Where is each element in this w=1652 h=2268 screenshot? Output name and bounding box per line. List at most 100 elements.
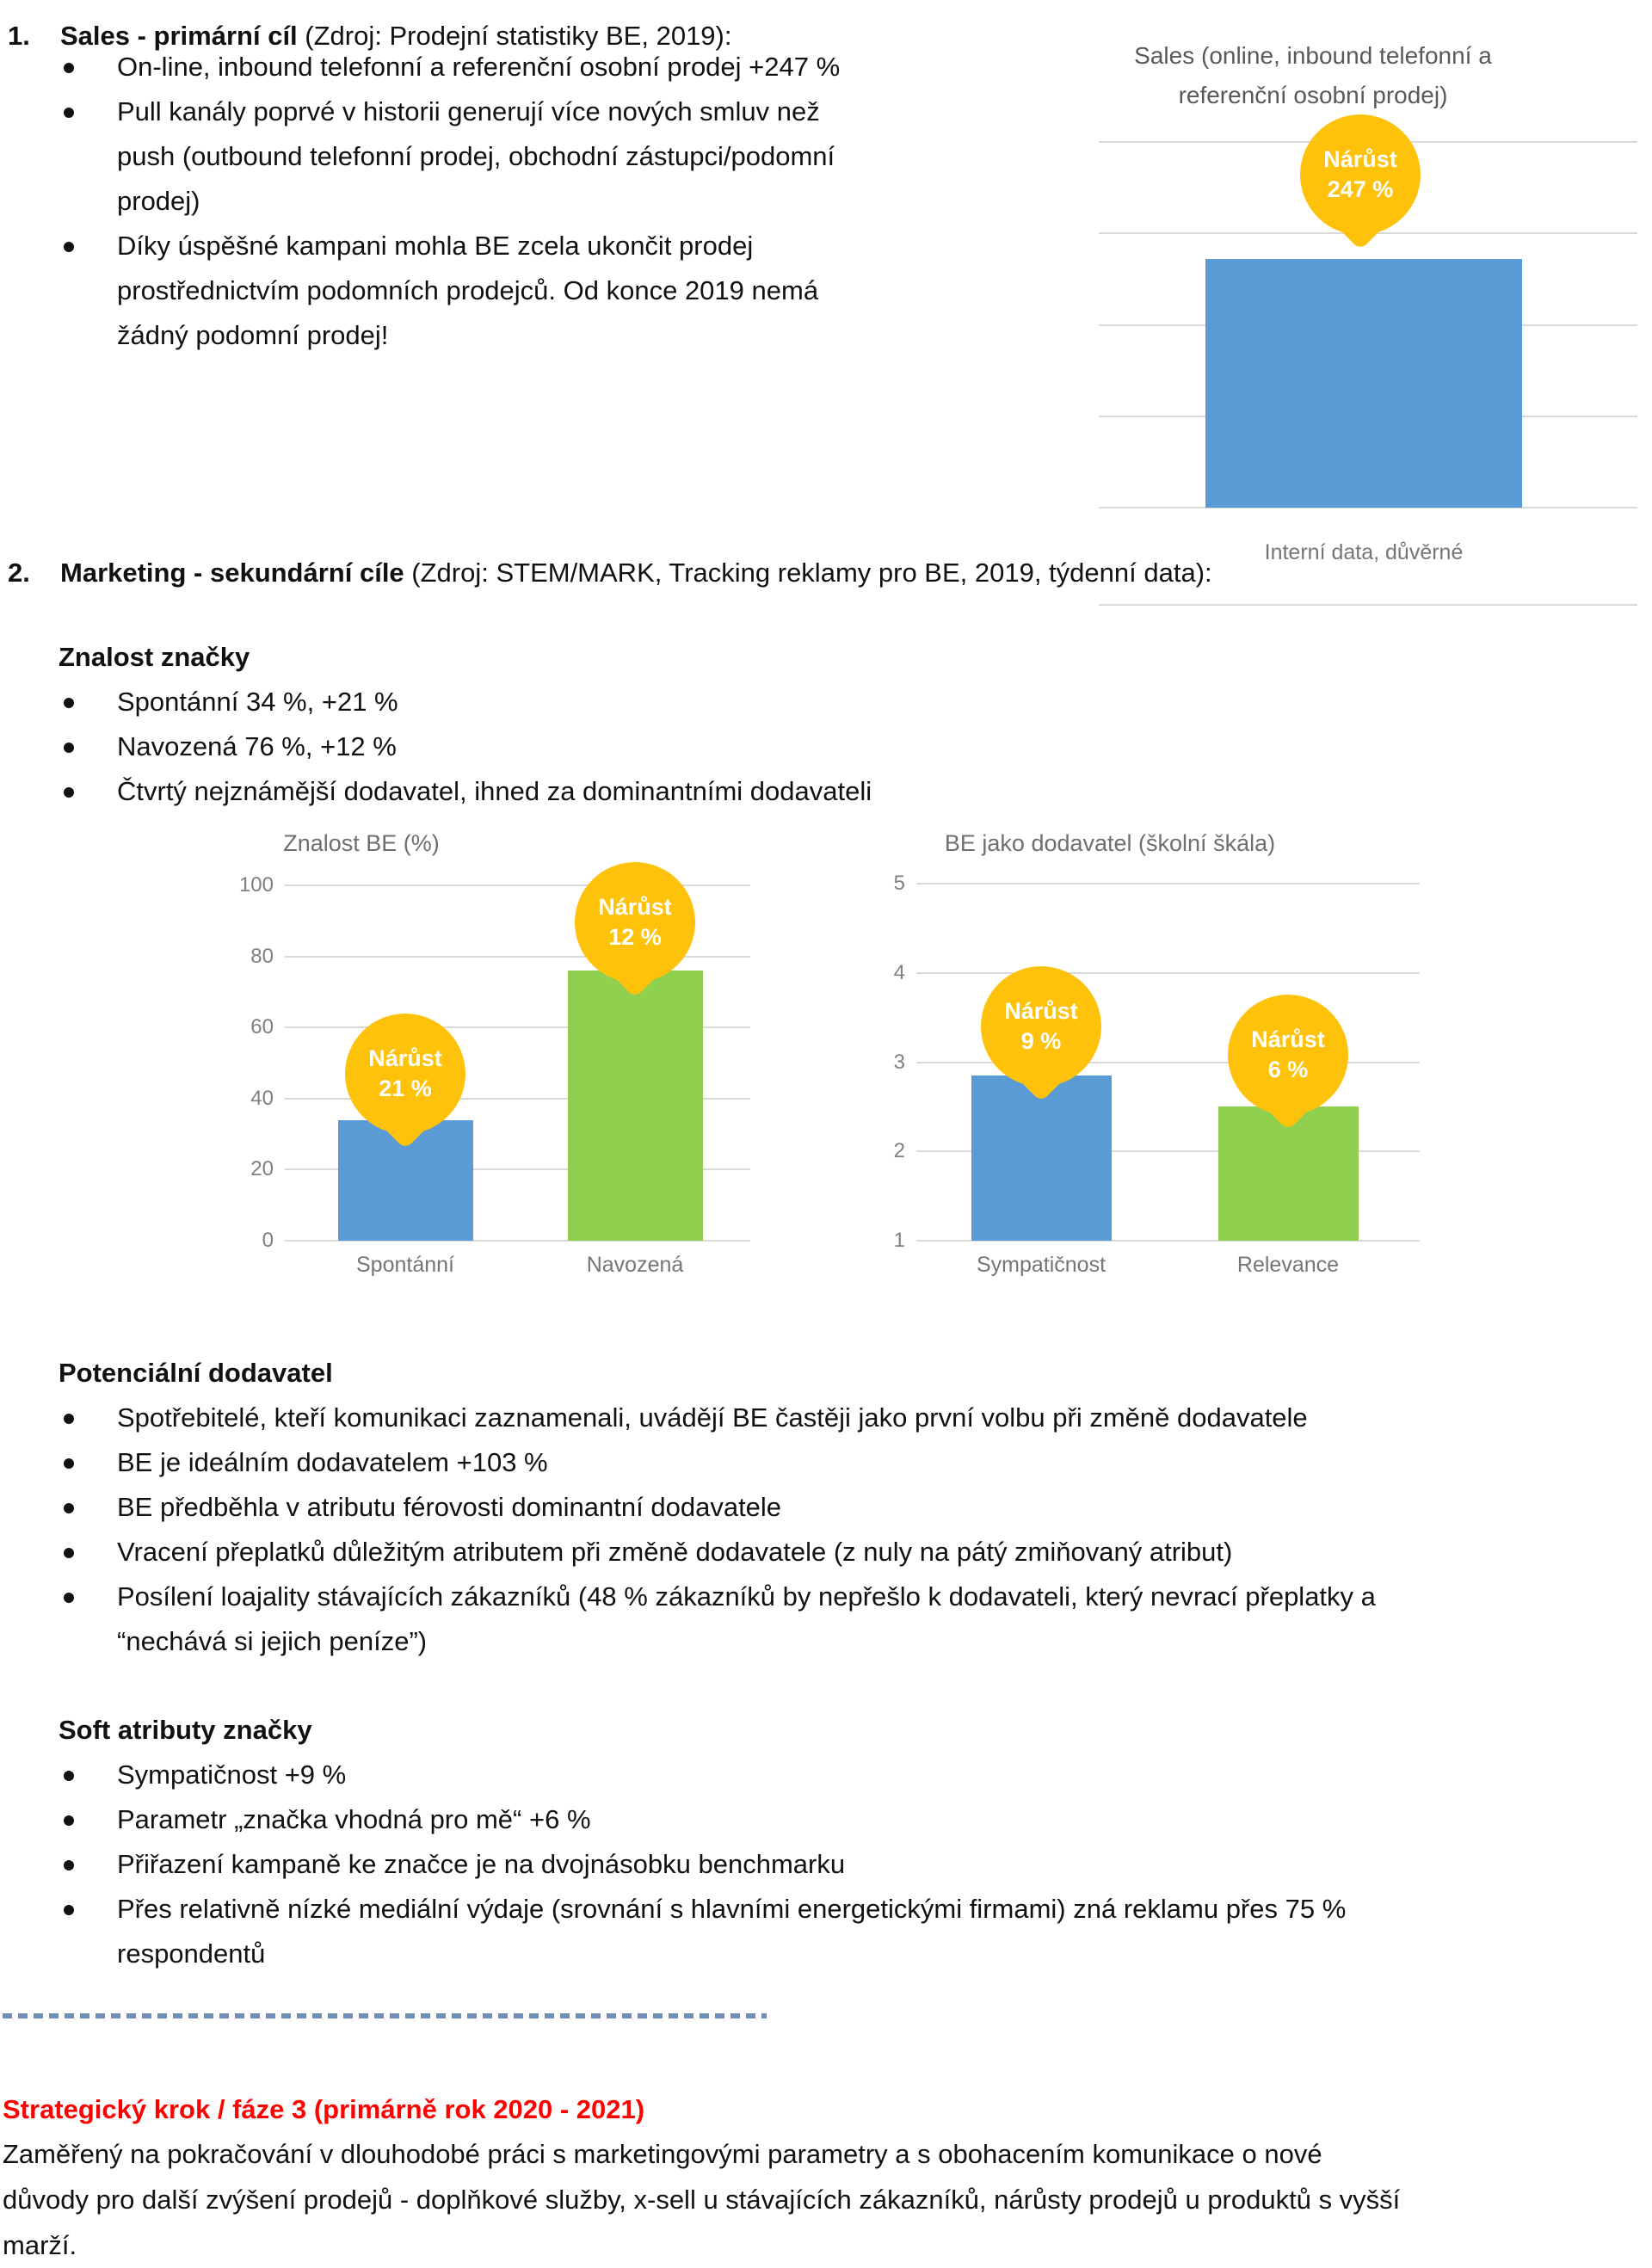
pin-bubble: Nárůst 9 % [981,966,1101,1087]
gridline [1099,507,1637,508]
list-item: Přes relativně nízké mediální výdaje (sr… [64,1887,1604,1976]
chart-bar [971,1075,1112,1241]
section2-heading: 2. Marketing - sekundární cíle (Zdroj: S… [8,551,1556,595]
bullet-dot [64,224,117,358]
list-item: BE předběhla v atributu férovosti domina… [64,1485,1604,1530]
y-axis-tick-label: 40 [250,1086,274,1110]
bullet-dot [64,1797,117,1842]
gridline [285,1026,750,1029]
gridline [285,1097,750,1100]
bullet-dot [64,1887,117,1976]
chart-title: Znalost BE (%) [283,830,440,856]
bullet-text: Vracení přeplatků důležitým atributem př… [117,1537,1233,1567]
gridline [916,883,1420,884]
section2-title: Marketing - sekundární cíle (Zdroj: STEM… [60,558,1212,588]
list-item: Čtvrtý nejznámější dodavatel, ihned za d… [64,769,1268,814]
bullet-dot [64,89,117,224]
growth-pin: Nárůst 6 % [1228,995,1348,1158]
section1-heading: 1. Sales - primární cíl (Zdroj: Prodejní… [8,14,1040,59]
chart-title: Sales (online, inbound telefonní a refer… [1134,42,1492,108]
bullet-dot [64,1396,117,1440]
be-jako-dodavatel-bar-chart: BE jako dodavatel (školní škála) 5 4 3 2 1 Sy… [878,813,1463,1295]
gridline [916,1150,1420,1153]
znalost-be-bar-chart: Znalost BE (%) 100 80 60 40 20 0 Spontánní Nárů… [159,813,830,1295]
list-item: Sympatičnost +9 % [64,1753,1604,1797]
gridline [285,955,750,958]
bullet-text: Čtvrtý nejznámější dodavatel, ihned za d… [117,776,872,806]
bullet-text: Navozená 76 %, +12 % [117,731,397,761]
chart-bar [1205,259,1522,508]
gridline [285,1240,750,1242]
x-axis-category-label: Navozená [586,1253,684,1277]
y-axis-tick-label: 80 [250,944,274,968]
brand-awareness-heading: Znalost značky [59,642,250,672]
x-axis-category-label: Relevance [1236,1253,1340,1277]
growth-pin: Nárůst 9 % [981,966,1101,1130]
brand-awareness-bullet-list: Spontánní 34 %, +21 % Navozená 76 %, +12… [64,680,1268,814]
bullet-dot [64,1753,117,1797]
list-item: Díky úspěšné kampani mohla BE zcela ukon… [64,224,1027,358]
bullet-text: On-line, inbound telefonní a referenční … [117,52,841,82]
y-axis-tick-label: 1 [893,1229,905,1252]
y-axis-tick-label: 5 [893,872,905,895]
bullet-text: Pull kanály poprvé v historii generují v… [117,96,835,216]
x-axis-category-label: Spontánní [356,1253,454,1277]
gridline [916,1240,1420,1242]
y-axis-tick-label: 100 [238,873,274,897]
chart-bar [1217,1106,1359,1241]
x-axis-category-label: Interní data, důvěrné [1264,540,1464,564]
chart-title: BE jako dodavatel (školní škála) [944,830,1276,856]
bullet-dot [64,45,117,89]
bullet-dot [64,1485,117,1530]
soft-attributes-heading: Soft atributy značky [59,1715,312,1745]
gridline [916,971,1420,974]
y-axis-tick-label: 60 [250,1015,274,1039]
bullet-text: Spotřebitelé, kteří komunikaci zaznamena… [117,1402,1308,1433]
bullet-dot [64,1575,117,1664]
strategy-heading: Strategický krok / fáze 3 (primárně rok … [3,2094,645,2124]
bullet-text: Přiřazení kampaně ke značce je na dvojná… [117,1849,846,1879]
bullet-dot [64,1842,117,1887]
y-axis-tick-label: 4 [893,960,905,984]
strategy-paragraph: Zaměřený na pokračování v dlouhodobé prá… [3,2139,1401,2260]
list-item: Posílení loajality stávajících zákazníků… [64,1575,1604,1664]
soft-attributes-bullet-list: Sympatičnost +9 % Parametr „značka vhodn… [64,1753,1604,1976]
pin-label: Nárůst [598,894,672,920]
list-item: Přiřazení kampaně ke značce je na dvojná… [64,1842,1604,1887]
pin-label: Nárůst [1004,998,1078,1024]
pin-value: 247 % [1327,176,1394,202]
pin-bubble: Nárůst 6 % [1228,995,1348,1115]
pin-label: Nárůst [1323,146,1397,172]
bullet-dot [64,1530,117,1575]
bullet-dot [64,680,117,724]
growth-pin: Nárůst 247 % [1300,114,1421,278]
pin-value: 6 % [1267,1057,1309,1082]
bullet-text: Díky úspěšné kampani mohla BE zcela ukon… [117,231,819,350]
gridline [916,1061,1420,1063]
list-item: Parametr „značka vhodná pro mě“ +6 % [64,1797,1604,1842]
pin-label: Nárůst [368,1045,442,1071]
pin-label: Nárůst [1251,1026,1325,1052]
chart-bar [567,971,703,1241]
growth-pin: Nárůst 21 % [345,1014,465,1177]
bullet-dot [64,769,117,814]
y-axis-tick-label: 0 [262,1229,274,1252]
bullet-text: Přes relativně nízké mediální výdaje (sr… [117,1894,1347,1969]
section2-number: 2. [8,558,30,588]
gridline [1099,604,1637,606]
potential-supplier-bullet-list: Spotřebitelé, kteří komunikaci zaznamena… [64,1396,1604,1664]
pin-bubble: Nárůst 21 % [345,1014,465,1134]
bullet-text: Parametr „značka vhodná pro mě“ +6 % [117,1804,591,1834]
section1-title: Sales - primární cíl (Zdroj: Prodejní st… [60,21,732,51]
list-item: Vracení přeplatků důležitým atributem př… [64,1530,1604,1575]
bullet-text: Sympatičnost +9 % [117,1760,347,1790]
list-item: Spotřebitelé, kteří komunikaci zaznamena… [64,1396,1604,1440]
pin-value: 12 % [608,924,662,950]
pin-value: 21 % [379,1075,432,1101]
pin-bubble: Nárůst 247 % [1300,114,1421,235]
bullet-text: BE předběhla v atributu férovosti domina… [117,1492,782,1522]
list-item: Navozená 76 %, +12 % [64,724,1268,769]
pin-bubble: Nárůst 12 % [575,862,695,983]
y-axis-tick-label: 20 [250,1157,274,1181]
